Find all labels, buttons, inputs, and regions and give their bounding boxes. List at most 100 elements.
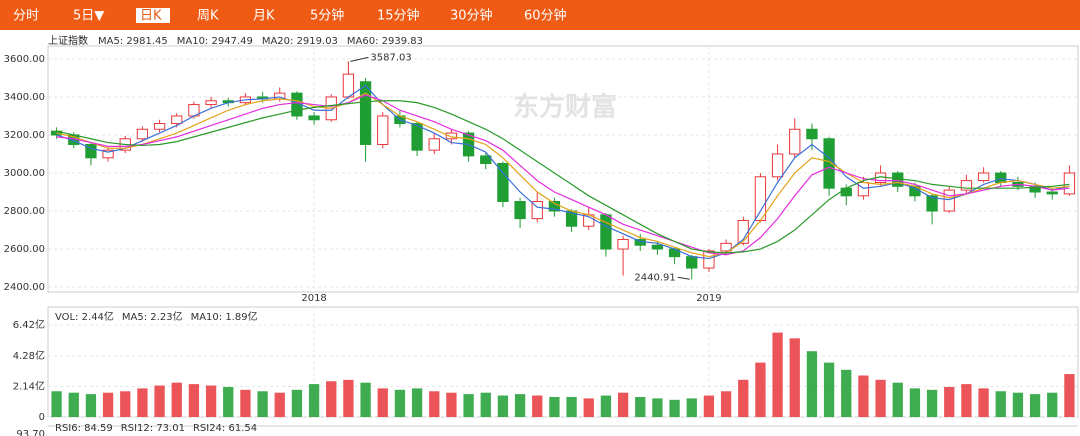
volume-bar <box>1029 394 1041 417</box>
volume-bar <box>823 362 835 417</box>
candle-body <box>1063 172 1076 195</box>
volume-bar <box>875 379 886 417</box>
volume-bar <box>806 351 818 417</box>
volume-bar <box>669 399 680 417</box>
ma-line <box>56 100 1070 254</box>
legend-entry: MA5: 2981.45 <box>98 36 168 47</box>
volume-bar <box>223 386 234 417</box>
y-tick-label: 3000.00 <box>4 168 45 179</box>
rsi-legend: RSI12: 73.01 <box>121 423 185 434</box>
volume-bar <box>137 388 148 417</box>
candle-body <box>153 123 166 130</box>
volume-bar <box>961 384 972 417</box>
volume-bar <box>326 381 337 417</box>
tab[interactable]: 60分钟 <box>524 8 567 24</box>
volume-bar <box>291 389 303 417</box>
volume-bar <box>892 382 903 417</box>
tab-bar <box>0 0 1080 30</box>
volume-bar <box>652 398 663 417</box>
candle-body <box>651 244 664 250</box>
y-tick-label: 2800.00 <box>4 206 45 217</box>
candle-body <box>1046 191 1058 195</box>
tab[interactable]: 日K <box>140 9 162 24</box>
volume-bar <box>377 388 388 417</box>
tab-selected-bg <box>136 8 170 23</box>
candle-body <box>411 123 423 151</box>
tab[interactable]: 分时 <box>13 9 39 24</box>
candle-body <box>85 143 97 159</box>
volume-bar <box>926 389 938 417</box>
volume-bar <box>205 385 217 417</box>
volume-bar <box>240 389 251 417</box>
legend-entry: MA10: 1.89亿 <box>191 310 258 323</box>
candle-body <box>686 256 698 269</box>
volume-bar <box>944 386 955 417</box>
volume-bar <box>429 391 440 417</box>
legend-entry: MA60: 2939.83 <box>347 36 423 47</box>
candle-body <box>960 180 973 191</box>
volume-bar <box>102 392 114 417</box>
y-tick-label: 3200.00 <box>4 130 45 141</box>
volume-bar <box>257 391 268 417</box>
candle-body <box>754 176 767 222</box>
tab[interactable]: 月K <box>253 9 275 24</box>
volume-bar <box>858 375 869 417</box>
volume-bar <box>686 398 697 417</box>
candle-body <box>377 115 389 145</box>
volume-bar <box>463 394 474 417</box>
y-tick-label: 2400.00 <box>4 282 45 293</box>
volume-bar <box>1012 392 1024 417</box>
annotation-arrow <box>350 56 369 62</box>
ma-line <box>56 92 1070 258</box>
candle-body <box>857 181 870 197</box>
candle-body <box>497 162 509 203</box>
candle-body <box>771 153 784 178</box>
annotation: 3587.03 <box>370 52 411 63</box>
annotation-arrow <box>677 276 690 280</box>
candle-body <box>840 187 852 197</box>
volume-bar <box>446 392 457 417</box>
candle-body <box>703 250 715 269</box>
legend-entry: MA10: 2947.49 <box>177 36 253 47</box>
volume-bar <box>549 396 560 417</box>
chart-title: 上证指数 <box>48 34 88 47</box>
candle-body <box>480 155 492 164</box>
volume-bar <box>772 332 783 417</box>
legend-entry: VOL: 2.44亿 <box>55 310 114 323</box>
tab[interactable]: 5分钟 <box>310 8 344 24</box>
y-tick-label: 93.70 <box>16 429 45 436</box>
rsi-legend: RSI24: 61.54 <box>193 423 257 434</box>
x-tick-label: 2018 <box>301 293 326 304</box>
price-panel <box>47 45 1079 293</box>
volume-panel <box>47 306 1079 418</box>
y-tick-label: 3600.00 <box>4 54 45 65</box>
candle-body <box>359 81 372 145</box>
candle-body <box>789 128 801 155</box>
candle-body <box>171 115 183 125</box>
legend-entry: MA20: 2919.03 <box>262 36 338 47</box>
y-tick-label: 4.28亿 <box>13 349 45 362</box>
candle-body <box>926 195 938 212</box>
candle-body <box>136 128 149 140</box>
candle-body <box>806 128 818 140</box>
y-tick-label: 2600.00 <box>4 244 45 255</box>
volume-bar <box>841 369 852 417</box>
rsi-legend: RSI6: 84.59 <box>55 423 113 434</box>
candle-body <box>995 172 1007 183</box>
tab[interactable]: 30分钟 <box>450 8 493 24</box>
candle-body <box>531 201 543 220</box>
volume-bar <box>85 394 97 417</box>
y-tick-label: 0 <box>39 412 45 423</box>
volume-bar <box>566 396 577 417</box>
volume-bar <box>720 391 732 417</box>
volume-bar <box>1064 374 1075 417</box>
tab[interactable]: 周K <box>197 9 219 24</box>
volume-bar <box>532 395 543 417</box>
watermark: 东方财富 <box>513 92 617 123</box>
y-tick-label: 2.14亿 <box>13 379 45 392</box>
tab[interactable]: 5日▼ <box>73 9 104 24</box>
volume-bar <box>497 395 509 417</box>
tab[interactable]: 15分钟 <box>377 8 420 24</box>
candle-body <box>514 201 526 220</box>
volume-bar <box>480 392 491 417</box>
